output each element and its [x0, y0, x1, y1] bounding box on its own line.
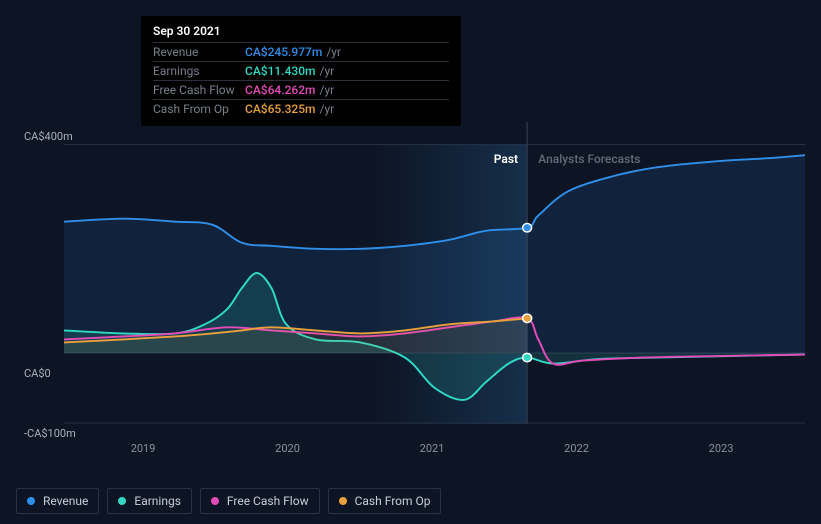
y-axis-label: CA$0 — [24, 367, 51, 380]
x-axis-label: 2020 — [275, 442, 300, 455]
legend-label: Revenue — [43, 494, 88, 508]
legend-item-free-cash-flow[interactable]: Free Cash Flow — [200, 488, 320, 514]
x-axis-label: 2021 — [420, 442, 445, 455]
x-axis-label: 2023 — [709, 442, 734, 455]
legend-dot-icon — [211, 497, 219, 505]
tooltip-unit: /yr — [320, 102, 335, 116]
section-label-past: Past — [494, 152, 518, 166]
tooltip-value: CA$11.430m — [245, 64, 316, 78]
tooltip-unit: /yr — [326, 45, 341, 59]
tooltip-unit: /yr — [320, 83, 335, 97]
section-label-forecast: Analysts Forecasts — [538, 152, 640, 166]
tooltip-row: EarningsCA$11.430m/yr — [153, 61, 449, 80]
chart-tooltip: Sep 30 2021 RevenueCA$245.977m/yrEarning… — [141, 16, 461, 126]
legend-dot-icon — [118, 497, 126, 505]
legend-dot-icon — [339, 497, 347, 505]
tooltip-value: CA$245.977m — [245, 45, 322, 59]
x-axis-label: 2019 — [131, 442, 156, 455]
tooltip-label: Free Cash Flow — [153, 83, 245, 97]
tooltip-date: Sep 30 2021 — [153, 24, 449, 38]
tooltip-row: RevenueCA$245.977m/yr — [153, 42, 449, 61]
legend-label: Earnings — [134, 494, 181, 508]
tooltip-row: Cash From OpCA$65.325m/yr — [153, 99, 449, 118]
legend: Revenue Earnings Free Cash Flow Cash From O… — [16, 488, 441, 514]
tooltip-unit: /yr — [320, 64, 335, 78]
tooltip-value: CA$65.325m — [245, 102, 316, 116]
legend-label: Cash From Op — [355, 494, 431, 508]
y-axis-label: -CA$100m — [24, 427, 76, 440]
legend-item-revenue[interactable]: Revenue — [16, 488, 99, 514]
tooltip-rows: RevenueCA$245.977m/yrEarningsCA$11.430m/… — [153, 42, 449, 118]
legend-item-earnings[interactable]: Earnings — [107, 488, 192, 514]
tooltip-label: Cash From Op — [153, 102, 245, 116]
tooltip-label: Earnings — [153, 64, 245, 78]
tooltip-label: Revenue — [153, 45, 245, 59]
tooltip-row: Free Cash FlowCA$64.262m/yr — [153, 80, 449, 99]
legend-label: Free Cash Flow — [227, 494, 309, 508]
tooltip-value: CA$64.262m — [245, 83, 316, 97]
chart-svg — [64, 122, 805, 424]
x-axis-label: 2022 — [564, 442, 589, 455]
chart-container: CA$400mCA$0-CA$100m PastAnalysts Forecas… — [16, 122, 805, 474]
legend-item-cash-from-op[interactable]: Cash From Op — [328, 488, 442, 514]
chart-area[interactable]: Past Analysts Forecasts — [64, 122, 805, 424]
legend-dot-icon — [27, 497, 35, 505]
